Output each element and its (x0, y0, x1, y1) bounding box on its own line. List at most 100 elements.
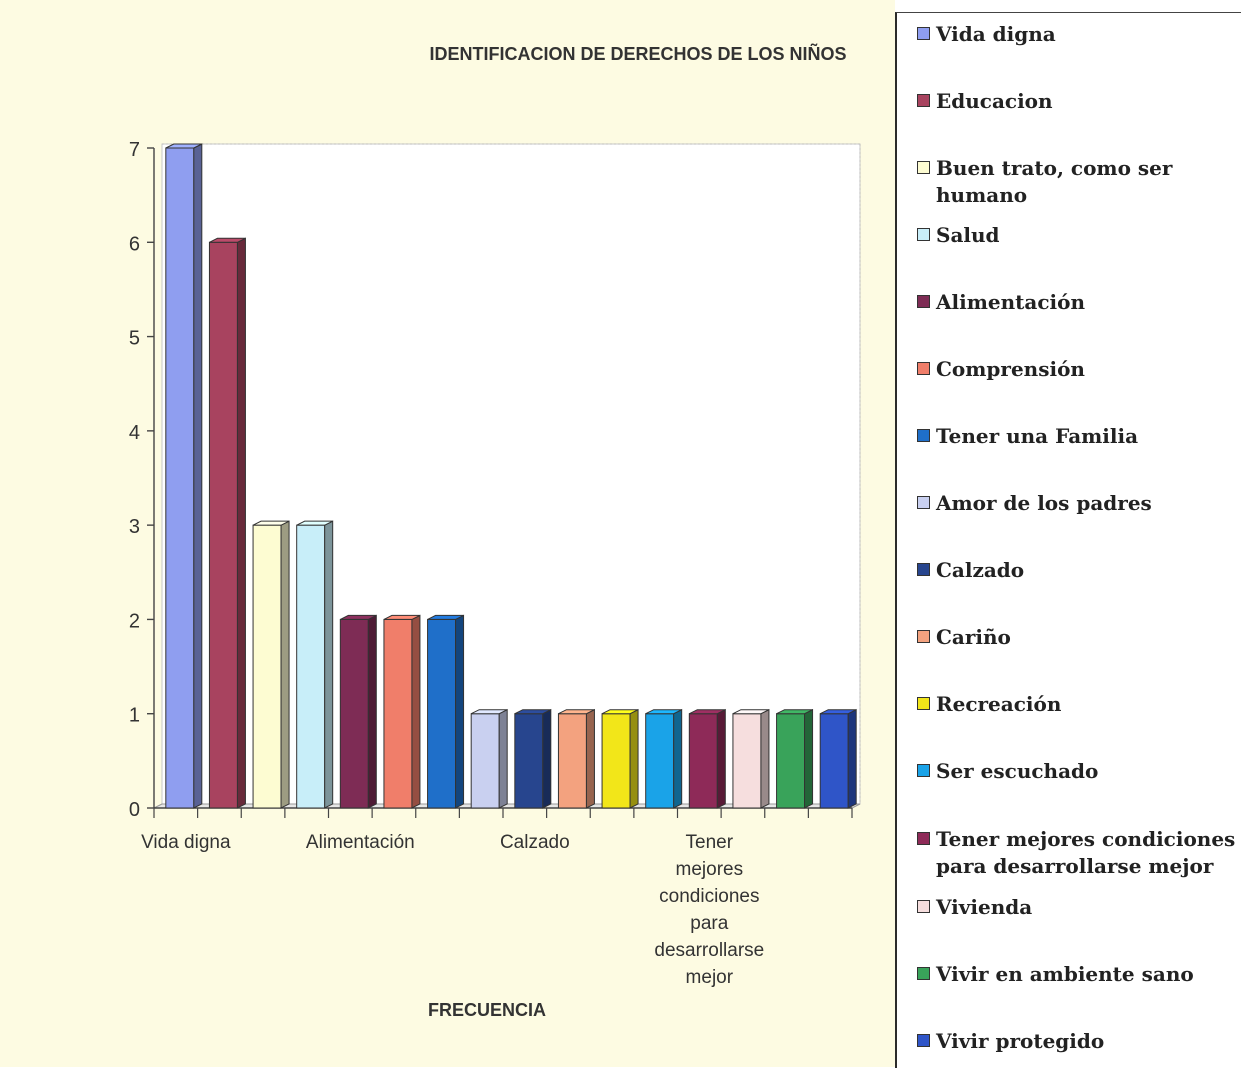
bar-front (427, 618, 457, 809)
bar-front (470, 713, 500, 809)
legend-label: Vivir protegido (936, 1029, 1105, 1053)
x-tick-label-line: para (690, 913, 728, 934)
legend-swatch (917, 362, 930, 375)
bar-front (688, 713, 718, 809)
bar-top (558, 709, 595, 715)
bar-side (585, 708, 595, 809)
bar-3 (252, 520, 290, 809)
legend-swatch (917, 967, 930, 980)
bar-top (340, 614, 377, 620)
legend-item: Educacion (917, 88, 1237, 115)
legend-item: Ser escuchado (917, 758, 1237, 785)
bar-front (645, 713, 675, 809)
legend-swatch (917, 697, 930, 710)
legend-item: Alimentación (917, 289, 1237, 316)
legend-item: Vivir protegido (917, 1028, 1237, 1055)
bar-1 (165, 143, 203, 809)
legend-label: Tener una Familia (936, 424, 1139, 448)
bar-side (193, 143, 203, 809)
bar-front (819, 713, 849, 809)
legend-swatch (917, 900, 930, 913)
legend-item: Tener una Familia (917, 423, 1237, 450)
bar-side (324, 520, 334, 809)
bar-top (296, 520, 333, 526)
bar-front (514, 713, 544, 809)
legend-label: Comprensión (936, 357, 1085, 381)
legend-item: Vivir en ambiente sano (917, 961, 1237, 988)
bar-front (208, 241, 238, 809)
legend-label: Vida digna (936, 22, 1056, 46)
legend-item: Vida digna (917, 21, 1237, 48)
legend-label: Recreación (936, 692, 1062, 716)
chart-title: IDENTIFICACION DE DERECHOS DE LOS NIÑOS (429, 43, 846, 64)
legend-label: Vivienda (936, 895, 1033, 919)
y-tick-label: 7 (129, 139, 140, 161)
bar-top (427, 614, 464, 620)
bar-top (470, 709, 508, 715)
legend-swatch (917, 27, 930, 40)
bar-front (252, 524, 282, 809)
bar-top (165, 143, 203, 149)
x-tick-label-line: Tener (686, 832, 734, 853)
bar-side (673, 708, 683, 809)
legend-item: Recreación (917, 691, 1237, 718)
x-tick-label-line: Alimentación (306, 832, 415, 853)
bar-front (601, 713, 631, 809)
bar-4 (296, 520, 334, 809)
x-tick-label-line: mejor (686, 967, 734, 988)
bar-side (280, 520, 290, 809)
legend-label: Ser escuchado (936, 759, 1099, 783)
bar-top (645, 709, 682, 715)
legend-swatch (917, 1034, 930, 1047)
bar-side (804, 708, 814, 809)
bar-top (383, 614, 421, 620)
bar-side (629, 708, 639, 809)
y-tick-label: 2 (129, 610, 140, 632)
y-tick-label: 1 (129, 705, 140, 727)
x-tick-label-line: desarrollarse (654, 940, 764, 961)
bar-side (760, 708, 770, 809)
bar-front (165, 147, 195, 809)
legend-item: Comprensión (917, 356, 1237, 383)
legend-label: Salud (936, 223, 1000, 247)
y-tick-label: 3 (129, 516, 140, 538)
legend-label: Calzado (936, 558, 1025, 582)
bar-16 (819, 708, 857, 809)
bar-chart: 0 1 2 3 4 5 6 7 Vida digna Alimentación Calzado Te… (129, 43, 861, 1020)
legend-label: Tener mejores condiciones para desarroll… (936, 827, 1236, 878)
x-tick-label-line: condiciones (659, 886, 759, 907)
bar-side (498, 708, 508, 809)
legend-item: Amor de los padres (917, 490, 1237, 517)
bar-top (514, 709, 552, 715)
bar-top (689, 709, 726, 715)
bar-side (411, 614, 421, 809)
legend-item: Cariño (917, 624, 1237, 651)
bar-front (732, 713, 762, 809)
bar-side (236, 237, 246, 809)
bar-12 (645, 708, 683, 809)
bar-front (383, 618, 413, 809)
legend-item: Salud (917, 222, 1237, 249)
legend-label: Alimentación (936, 290, 1085, 314)
legend-swatch (917, 764, 930, 777)
legend-swatch (917, 161, 930, 174)
bar-6 (383, 614, 421, 809)
bar-13 (688, 708, 726, 809)
x-tick-label: Tener mejores condiciones para desarrollarse… (654, 832, 764, 988)
bar-15 (776, 708, 814, 809)
bar-side (455, 614, 465, 809)
legend-swatch (917, 832, 930, 845)
bar-side (847, 708, 857, 809)
y-tick-label: 5 (129, 328, 140, 350)
bar-9 (514, 708, 552, 809)
bar-top (776, 709, 813, 715)
legend-label: Cariño (936, 625, 1011, 649)
legend-swatch (917, 630, 930, 643)
bar-10 (557, 708, 595, 809)
legend-swatch (917, 563, 930, 576)
bar-top (601, 709, 639, 715)
legend-label: Buen trato, como ser humano (936, 156, 1173, 207)
bar-8 (470, 708, 508, 809)
chart-area: 0 1 2 3 4 5 6 7 Vida digna Alimentación Calzado Te… (0, 0, 895, 1067)
legend-swatch (917, 429, 930, 442)
